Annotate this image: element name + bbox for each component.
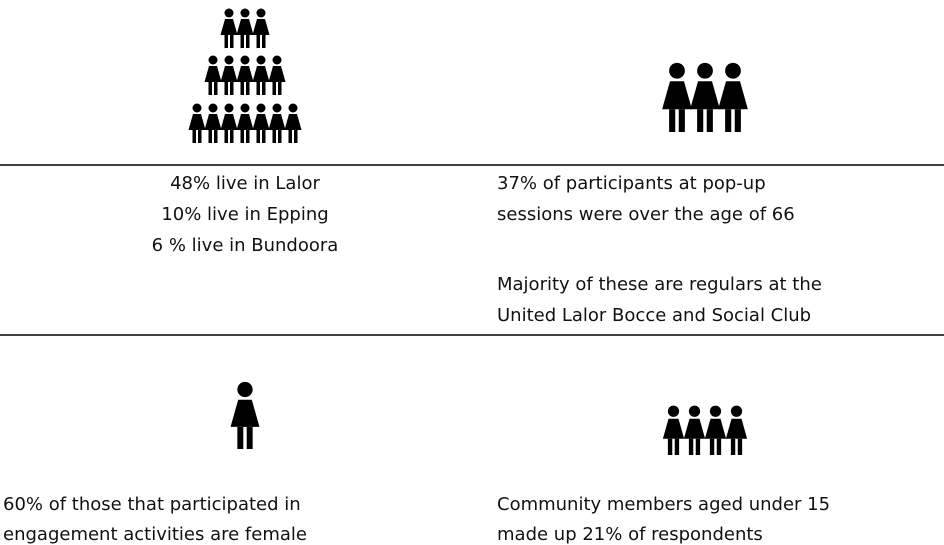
person-icon [204,103,222,143]
cell-text: sessions were over the age of 66 [497,204,795,225]
person-icon [204,55,222,95]
person-icon [718,62,748,132]
person-icon [683,405,706,455]
person-icon [725,405,748,455]
person-icon [252,55,270,95]
cell-text: made up 21% of respondents [497,524,763,545]
cell-text: 6 % live in Bundoora [152,235,339,256]
person-icon [690,62,720,132]
person-icon [268,55,286,95]
person-icon [220,55,238,95]
cell-texts: 48% live in Lalor 10% live in Epping 6 % l… [3,173,830,545]
cell-text: 60% of those that participated in [3,494,301,515]
cell-text: 48% live in Lalor [170,173,320,194]
person-icon [662,62,692,132]
person-icon [236,55,254,95]
person-icon [284,103,302,143]
cell-text: United Lalor Bocce and Social Club [497,305,811,326]
cell-text: Majority of these are regulars at the [497,274,822,295]
cell-text: engagement activities are female [3,524,307,545]
person-icon [220,8,238,48]
person-icon [252,8,270,48]
person-icon [230,381,260,449]
person-icon [252,103,270,143]
cell-text: Community members aged under 15 [497,494,830,515]
person-icon [220,103,238,143]
people-icons [188,8,748,455]
cell-text: 10% live in Epping [161,204,328,225]
cell-text: 37% of participants at pop-up [497,173,766,194]
person-icon [268,103,286,143]
person-icon [662,405,685,455]
person-icon [704,405,727,455]
person-icon [236,103,254,143]
person-icon [188,103,206,143]
person-icon [236,8,254,48]
